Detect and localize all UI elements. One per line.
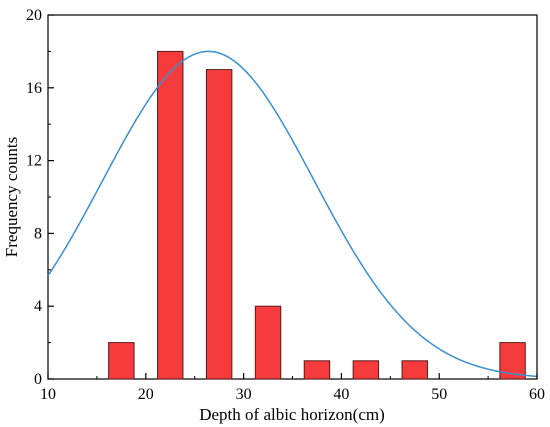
plot-area: 10 20 30 40 50 60 0 4 8 12 16 20 [26, 7, 545, 403]
bar-2 [205, 69, 233, 380]
x-tick-label: 60 [529, 386, 545, 403]
y-tick-label: 20 [26, 7, 42, 24]
bars-group [108, 50, 526, 380]
x-tick-label: 50 [431, 386, 447, 403]
normal-fit-curve [47, 50, 538, 378]
y-tick-label: 12 [26, 153, 42, 170]
y-tick-label: 8 [34, 225, 42, 242]
y-axis-title: Frequency counts [2, 137, 21, 257]
y-axis-ticks: 0 4 8 12 16 20 [26, 7, 54, 388]
bar-1 [157, 50, 184, 380]
y-tick-label: 0 [34, 371, 42, 388]
x-tick-label: 20 [138, 386, 154, 403]
x-tick-label: 10 [40, 386, 56, 403]
x-axis-title: Depth of albic horizon(cm) [199, 405, 385, 424]
y-tick-label: 16 [26, 80, 42, 97]
bar-6 [401, 360, 428, 380]
bar-5 [352, 360, 380, 380]
x-tick-label: 30 [236, 386, 252, 403]
plot-frame [47, 14, 538, 380]
y-tick-label: 4 [34, 298, 42, 315]
bar-4 [303, 360, 331, 380]
bar-0 [108, 342, 135, 380]
x-tick-label: 40 [333, 386, 349, 403]
x-axis-ticks: 10 20 30 40 50 60 [40, 373, 545, 403]
bar-3 [254, 305, 282, 380]
